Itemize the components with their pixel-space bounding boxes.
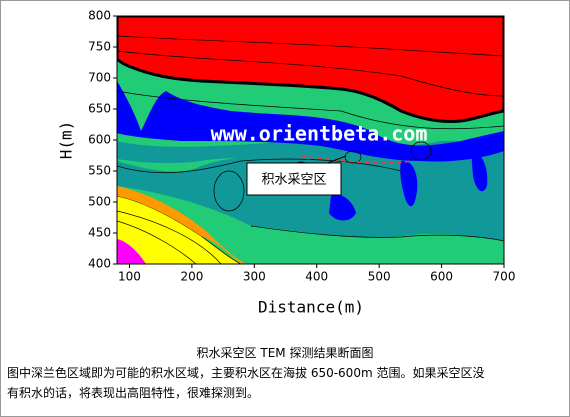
x-tick-label: 300 bbox=[243, 270, 266, 284]
x-tick-label: 700 bbox=[493, 270, 516, 284]
x-tick-label: 100 bbox=[118, 270, 141, 284]
y-tick-label: 800 bbox=[88, 9, 111, 23]
contour-field bbox=[117, 16, 504, 264]
annotation: 积水采空区 bbox=[261, 173, 326, 188]
y-tick-label: 750 bbox=[88, 40, 111, 54]
watermark: www.orientbeta.com bbox=[211, 122, 428, 146]
x-tick-label: 400 bbox=[305, 270, 328, 284]
x-tick-label: 600 bbox=[430, 270, 453, 284]
caption-title: 积水采空区 TEM 探测结果断面图 bbox=[196, 346, 374, 360]
y-tick-label: 400 bbox=[88, 257, 111, 271]
x-axis-label: Distance(m) bbox=[258, 298, 364, 317]
y-axis-label: H(m) bbox=[57, 121, 76, 160]
caption-line: 有积水的话，将表现出高阻特性，很难探测到。 bbox=[7, 386, 260, 400]
y-tick-label: 650 bbox=[88, 102, 111, 116]
x-tick-label: 200 bbox=[180, 270, 203, 284]
chart: www.orientbeta.com 积水采空区 H(m) Distance(m… bbox=[57, 9, 516, 317]
x-tick-label: 500 bbox=[368, 270, 391, 284]
caption-line: 图中深兰色区域即为可能的积水区域，主要积水区在海拔 650-600m 范围。如果… bbox=[7, 366, 485, 380]
y-tick-label: 600 bbox=[88, 133, 111, 147]
y-tick-label: 500 bbox=[88, 195, 111, 209]
y-tick-label: 450 bbox=[88, 226, 111, 240]
y-tick-label: 700 bbox=[88, 71, 111, 85]
y-tick-label: 550 bbox=[88, 164, 111, 178]
annotation-box bbox=[246, 162, 342, 196]
